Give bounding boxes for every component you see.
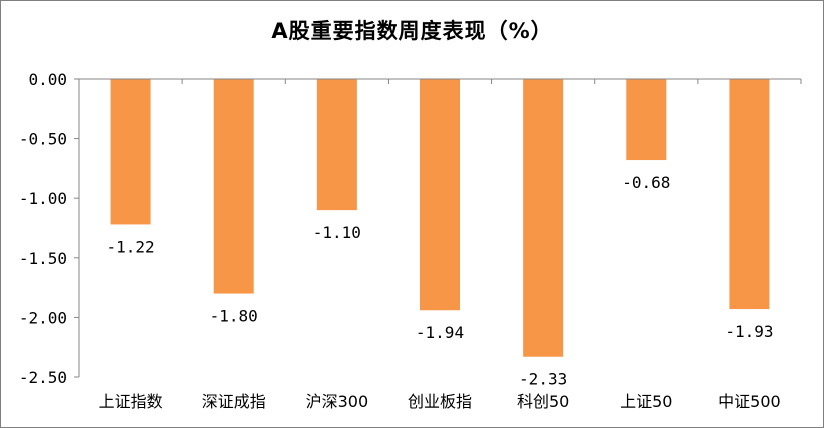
bar-5 bbox=[626, 79, 667, 161]
bar-1 bbox=[213, 79, 254, 294]
data-label-3: -1.94 bbox=[416, 323, 464, 342]
axis-layer: 0.00 -0.50 -1.00 -1.50 -2.00 -2.50 bbox=[19, 70, 802, 387]
data-label-0: -1.22 bbox=[106, 237, 154, 256]
y-tick-label-4: -2.00 bbox=[19, 308, 67, 327]
data-label-6: -1.93 bbox=[725, 322, 773, 341]
category-label-3: 创业板指 bbox=[408, 392, 472, 411]
data-label-4: -2.33 bbox=[519, 370, 567, 389]
bar-3 bbox=[420, 79, 460, 311]
y-tick-label-0: 0.00 bbox=[28, 70, 67, 89]
category-label-2: 沪深300 bbox=[306, 392, 369, 411]
bar-4 bbox=[523, 79, 564, 357]
category-label-0: 上证指数 bbox=[99, 392, 163, 411]
data-label-2: -1.10 bbox=[313, 223, 361, 242]
bar-2 bbox=[316, 79, 357, 211]
y-tick-label-2: -1.00 bbox=[19, 189, 67, 208]
y-tick-label-1: -0.50 bbox=[19, 130, 67, 149]
category-label-6: 中证500 bbox=[718, 392, 781, 411]
y-tick-label-3: -1.50 bbox=[19, 249, 67, 268]
chart-title: A股重要指数周度表现（%） bbox=[271, 19, 553, 43]
data-label-5: -0.68 bbox=[622, 173, 670, 192]
labels-layer: 上证指数 深证成指 沪深300 创业板指 科创50 上证50 中证500 -1.22 -1.80… bbox=[99, 173, 781, 411]
bars-layer bbox=[110, 79, 770, 357]
bar-6 bbox=[729, 79, 770, 310]
category-label-5: 上证50 bbox=[620, 392, 672, 411]
category-label-1: 深证成指 bbox=[202, 392, 266, 411]
category-label-4: 科创50 bbox=[517, 392, 569, 411]
data-label-1: -1.80 bbox=[210, 307, 258, 326]
y-tick-label-5: -2.50 bbox=[19, 368, 67, 387]
bar-0 bbox=[110, 79, 151, 225]
